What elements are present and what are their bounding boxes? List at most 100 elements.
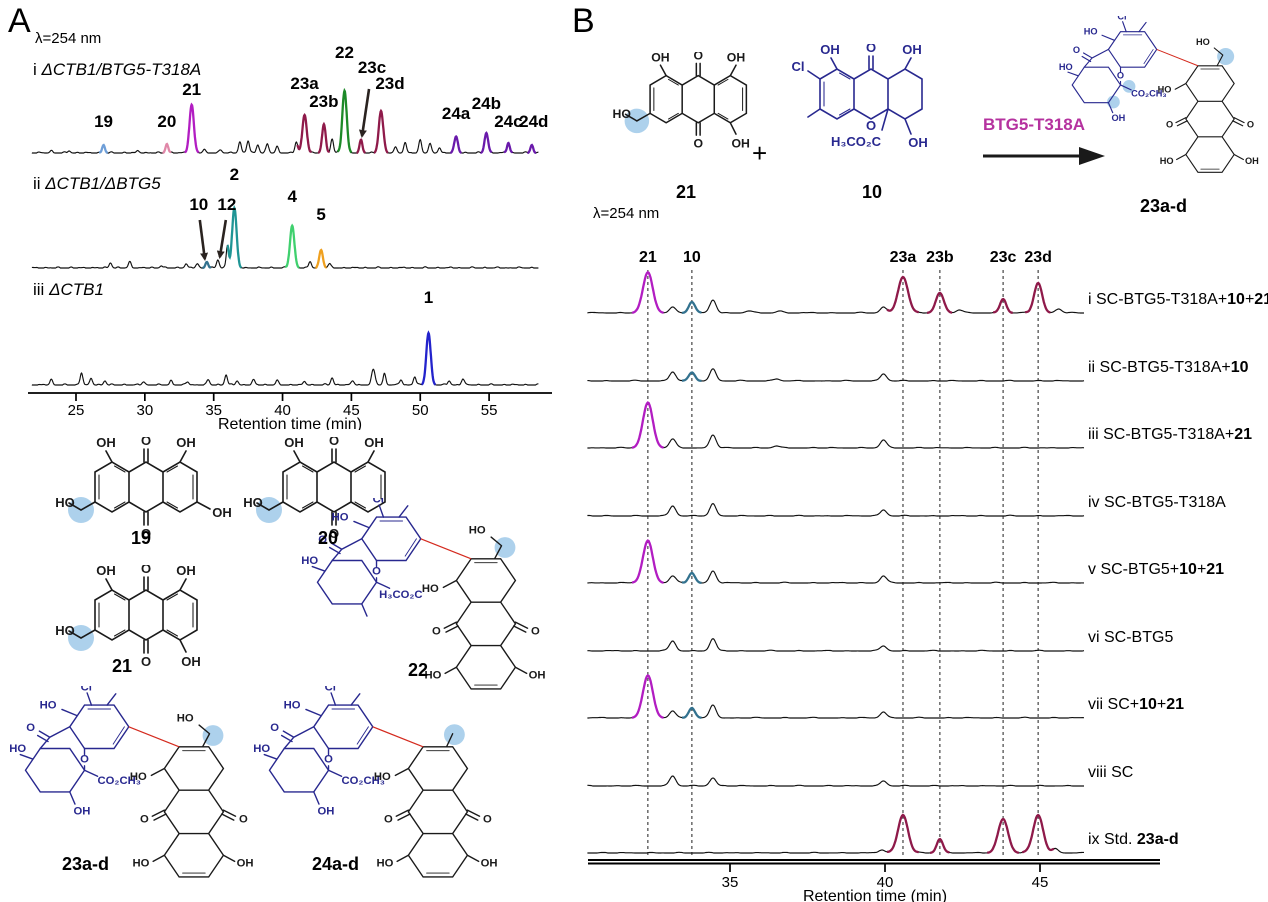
atom-label-O: O	[141, 437, 151, 448]
structure-22: Cl HO O HO O H₃CO₂C HO HO O O OH HO	[300, 498, 552, 702]
atom-label-OH: OH	[529, 670, 546, 682]
bond-skeleton	[1067, 21, 1147, 114]
atom-label-HO: HO	[55, 623, 75, 638]
atom-label-O: O	[141, 654, 151, 669]
peak-23b	[317, 121, 331, 154]
bond-skeleton	[1200, 68, 1220, 170]
atom-label-O: O	[1117, 71, 1124, 81]
peak-32.35	[631, 673, 664, 719]
atom-label-H₃CO₂C: H₃CO₂C	[831, 134, 882, 149]
peak-44.94	[1021, 813, 1055, 854]
atom-label-O: O	[483, 813, 492, 825]
trace-line-2	[31, 206, 539, 269]
trace-label-part: 21	[1254, 291, 1268, 308]
bond-skeleton	[372, 726, 424, 748]
atom-label-OH: OH	[364, 437, 384, 450]
axis-tick-label-50: 50	[412, 402, 429, 419]
atom-label-OH: OH	[727, 52, 746, 64]
trace-line-8	[587, 539, 1084, 584]
trace-line-3	[31, 331, 539, 386]
peak-label-24b: 24b	[472, 94, 501, 113]
atom-label-HO: HO	[55, 495, 75, 510]
peak-label-24c: 24c	[494, 112, 522, 131]
axis-tick-label-45: 45	[1032, 874, 1049, 891]
atom-label-OH: OH	[732, 136, 751, 150]
atom-label-HO: HO	[243, 495, 263, 510]
guide-label-23d: 23d	[1024, 249, 1052, 266]
peak-19	[99, 143, 109, 155]
atom-label-OH: OH	[1245, 156, 1259, 166]
bond-skeleton	[179, 639, 187, 653]
atom-label-HO: HO	[1059, 62, 1073, 72]
peak-40.58	[886, 275, 919, 314]
atom-label-O: O	[318, 534, 327, 546]
structure-23a-d: Cl HO O HO O CO₂CH₃ OH HO HO O O OH HO	[8, 686, 260, 890]
atom-label-HO: HO	[424, 670, 441, 682]
bond-skeleton	[94, 589, 198, 641]
trace-label-part: 21	[1234, 426, 1253, 443]
trace-label-a-3: iii ΔCTB1	[33, 280, 104, 300]
compound-number-23a-d: 23a-d	[62, 854, 110, 874]
peak-label-21: 21	[182, 80, 201, 99]
bond-skeleton	[263, 692, 361, 805]
peak-10	[202, 260, 212, 270]
bond-skeleton	[807, 55, 912, 135]
atom-label-HO: HO	[422, 583, 439, 595]
highlight-circle	[443, 724, 465, 746]
bond-skeleton	[426, 750, 450, 874]
peak-label-24d: 24d	[519, 112, 548, 131]
trace-label-part: v SC-BTG5+	[1088, 561, 1180, 578]
atom-label-CO₂CH₃: CO₂CH₃	[1131, 88, 1167, 98]
structure-10: Cl OH O OH O H₃CO₂C OH	[770, 44, 980, 179]
trace-label-b-3: iii SC-BTG5-T318A+21	[1088, 426, 1252, 444]
atom-label-OH: OH	[96, 437, 116, 450]
trace-label-part: +	[1244, 291, 1255, 308]
x-axis-title: Retention time (min)	[218, 416, 362, 430]
peak-24a	[450, 134, 462, 155]
atom-label-O: O	[141, 565, 151, 576]
bond-skeleton	[98, 465, 194, 509]
atom-label-CO₂CH₃: CO₂CH₃	[98, 775, 141, 787]
atom-label-HO: HO	[301, 555, 318, 567]
trace-label-b-5: v SC-BTG5+10+21	[1088, 561, 1224, 579]
axis-tick-label-25: 25	[68, 402, 85, 419]
bond-skeleton	[729, 122, 737, 135]
trace-label-b-2: ii SC-BTG5-T318A+10	[1088, 359, 1249, 377]
structure-20: HO OH O OH O	[243, 437, 433, 562]
trace-label-part: 21	[1206, 561, 1225, 578]
peak-41.77	[926, 291, 953, 315]
guide-label-23b: 23b	[926, 249, 954, 266]
bond-skeleton	[256, 448, 375, 526]
peak-24d	[527, 143, 537, 155]
bond-skeleton	[653, 78, 744, 120]
bond-skeleton	[68, 576, 187, 654]
peak-1	[421, 330, 437, 386]
bond-skeleton	[819, 68, 923, 120]
atom-label-O: O	[1247, 120, 1254, 130]
axis-tick-label-35: 35	[205, 402, 222, 419]
structure-drawing: HO OH O OH O OH	[613, 52, 751, 150]
peak-33.77	[681, 300, 702, 315]
trace-label-part: viii SC	[1088, 764, 1134, 781]
trace-label-part: ΔCTB1	[49, 280, 104, 299]
plus-sign: +	[752, 138, 768, 168]
trace-label-part: vii SC+	[1088, 696, 1140, 713]
bond-skeleton	[1156, 48, 1199, 67]
bond-skeleton	[311, 504, 409, 617]
trace-label-part: 21	[1166, 696, 1185, 713]
peak-label-24a: 24a	[442, 104, 471, 123]
atom-label-O: O	[270, 722, 279, 734]
atom-label-HO: HO	[332, 512, 349, 524]
highlight-circle	[202, 725, 224, 746]
bond-skeleton	[823, 72, 851, 116]
peak-24c	[503, 141, 513, 154]
atom-label-OH: OH	[212, 505, 232, 520]
peak-label-23d: 23d	[375, 74, 404, 93]
panel-b-letter: B	[572, 2, 595, 40]
trace-label-a-1: i ΔCTB1/BTG5-T318A	[33, 60, 201, 80]
peak-label-4: 4	[287, 187, 297, 206]
atom-label-O: O	[531, 625, 540, 637]
peak-24b	[480, 131, 493, 154]
